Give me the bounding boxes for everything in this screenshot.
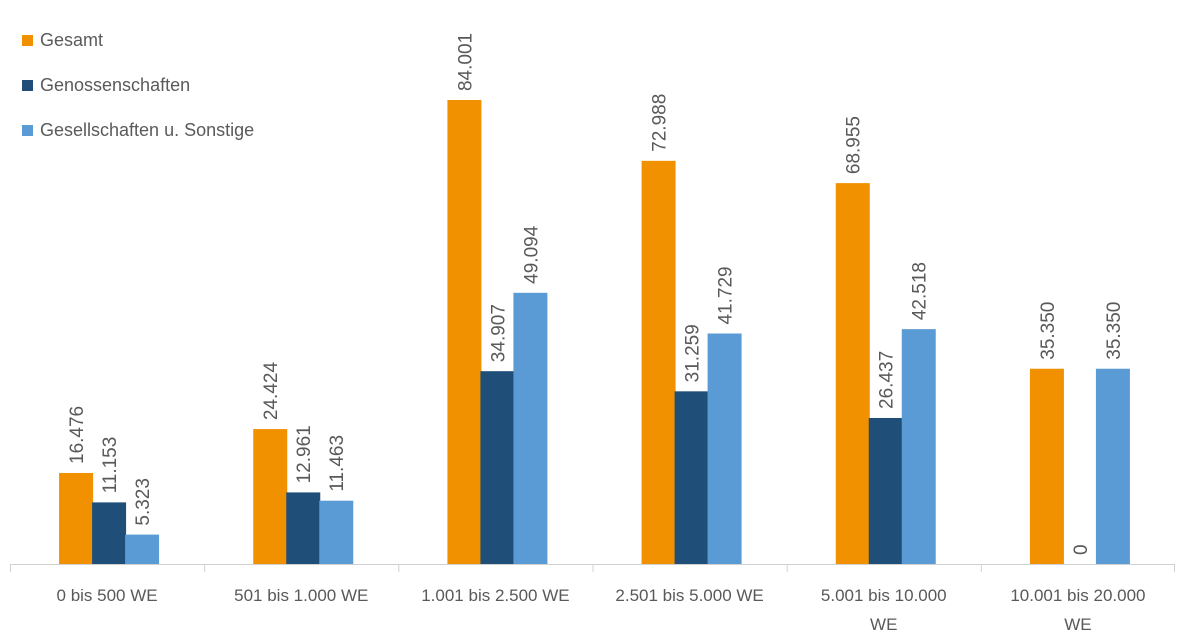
data-label: 41.729 bbox=[716, 266, 737, 324]
legend: Gesamt Genossenschaften Gesellschaften u… bbox=[22, 28, 254, 163]
x-tick-label: 10.001 bis 20.000 bbox=[1010, 586, 1145, 605]
bar bbox=[707, 333, 742, 564]
bar bbox=[641, 160, 676, 564]
legend-swatch-gesellschaften bbox=[22, 124, 33, 136]
bar bbox=[868, 417, 903, 564]
data-label: 35.350 bbox=[1104, 302, 1125, 360]
data-label: 34.907 bbox=[488, 304, 509, 362]
data-label: 68.955 bbox=[844, 116, 865, 174]
data-label: 31.259 bbox=[683, 324, 704, 382]
x-tick-label: WE bbox=[870, 615, 897, 634]
legend-item-gesellschaften: Gesellschaften u. Sonstige bbox=[22, 118, 254, 142]
bar bbox=[674, 391, 709, 564]
bar bbox=[480, 371, 515, 564]
data-label: 12.961 bbox=[294, 425, 315, 483]
data-label: 11.463 bbox=[327, 435, 348, 492]
legend-label-gesamt: Gesamt bbox=[40, 29, 104, 50]
x-tick-label: 5.001 bis 10.000 bbox=[821, 586, 947, 605]
bar bbox=[92, 502, 127, 564]
legend-label-genossenschaften: Genossenschaften bbox=[40, 74, 191, 95]
data-label: 49.094 bbox=[521, 225, 542, 284]
data-label: 24.424 bbox=[261, 362, 282, 421]
bar bbox=[319, 500, 354, 564]
x-tick-label: WE bbox=[1064, 615, 1091, 634]
legend-swatch-genossenschaften bbox=[22, 79, 33, 91]
data-label: 16.476 bbox=[67, 406, 88, 464]
bar bbox=[125, 534, 160, 564]
legend-item-genossenschaften: Genossenschaften bbox=[22, 73, 254, 97]
bar bbox=[447, 100, 482, 564]
data-label: 11.153 bbox=[100, 437, 121, 494]
bar bbox=[253, 429, 288, 564]
x-tick-label: 0 bis 500 WE bbox=[57, 586, 158, 605]
bar bbox=[1095, 368, 1130, 564]
bar bbox=[835, 183, 870, 565]
legend-item-gesamt: Gesamt bbox=[22, 28, 254, 52]
legend-label-gesellschaften: Gesellschaften u. Sonstige bbox=[40, 119, 255, 140]
x-tick-label: 1.001 bis 2.500 WE bbox=[421, 586, 569, 605]
data-label: 42.518 bbox=[910, 262, 931, 320]
bar bbox=[513, 292, 548, 564]
x-tick-label: 501 bis 1.000 WE bbox=[234, 586, 368, 605]
bar bbox=[59, 472, 94, 564]
data-label: 0 bbox=[1071, 544, 1092, 555]
bar bbox=[286, 492, 321, 564]
legend-swatch-gesamt bbox=[22, 34, 33, 46]
bar bbox=[901, 329, 936, 564]
bar bbox=[1029, 368, 1064, 564]
data-label: 72.988 bbox=[650, 94, 671, 152]
data-label: 5.323 bbox=[133, 478, 154, 526]
data-label: 84.001 bbox=[455, 33, 476, 91]
data-label: 35.350 bbox=[1038, 302, 1059, 360]
data-label: 26.437 bbox=[877, 351, 898, 409]
x-tick-label: 2.501 bis 5.000 WE bbox=[615, 586, 763, 605]
